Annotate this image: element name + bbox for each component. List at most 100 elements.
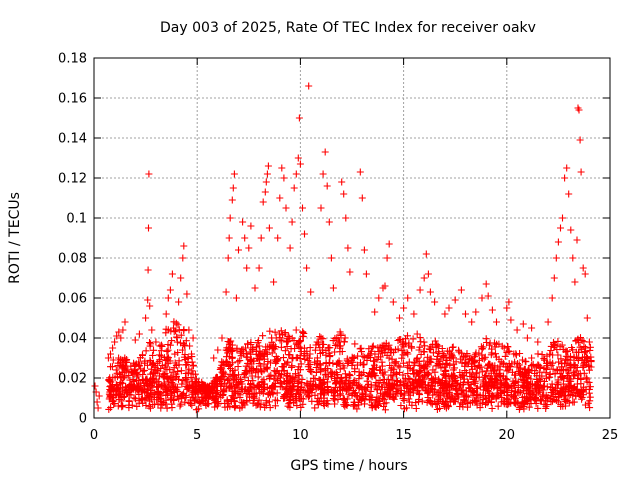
data-point: [157, 404, 165, 412]
data-point: [446, 361, 454, 369]
data-point: [298, 379, 306, 387]
data-point: [116, 390, 124, 398]
data-point: [491, 343, 499, 351]
data-point: [582, 344, 589, 352]
data-point: [582, 354, 590, 361]
data-point: [574, 355, 582, 363]
data-point: [293, 402, 301, 410]
data-point: [326, 352, 334, 359]
data-point: [229, 184, 237, 192]
data-point: [515, 388, 523, 396]
data-point: [243, 264, 251, 272]
data-point: [576, 389, 584, 397]
data-point: [135, 330, 143, 338]
data-point: [472, 385, 480, 392]
data-point: [296, 160, 304, 168]
data-point: [315, 376, 323, 384]
data-point: [385, 384, 393, 392]
data-point: [140, 366, 148, 374]
data-point: [472, 396, 480, 404]
data-point: [146, 392, 154, 400]
data-point: [389, 298, 397, 306]
data-point: [293, 376, 301, 384]
data-point: [160, 382, 168, 390]
data-point: [266, 404, 274, 412]
data-point: [167, 395, 175, 403]
data-point: [433, 406, 441, 413]
data-point: [482, 371, 490, 379]
data-point: [459, 353, 467, 361]
data-point: [247, 355, 255, 363]
data-point: [288, 355, 296, 363]
data-point: [248, 346, 256, 354]
data-point: [286, 403, 294, 411]
data-point: [485, 341, 493, 349]
data-point: [267, 371, 275, 379]
data-point: [268, 349, 276, 357]
data-point: [259, 332, 267, 340]
data-point: [271, 328, 279, 336]
data-point: [270, 383, 278, 391]
data-point: [189, 388, 197, 396]
data-point: [235, 246, 242, 254]
data-point: [426, 288, 434, 296]
data-point: [378, 383, 386, 391]
data-point: [292, 326, 300, 334]
data-point: [175, 298, 183, 306]
data-point: [472, 369, 480, 377]
data-point: [263, 383, 271, 391]
data-point: [242, 349, 250, 357]
data-point: [404, 350, 412, 358]
data-point: [297, 403, 305, 411]
data-point: [175, 395, 183, 403]
data-point: [241, 234, 249, 242]
data-point: [317, 394, 325, 402]
data-point: [421, 383, 429, 391]
data-point: [260, 352, 268, 360]
data-point: [436, 360, 444, 368]
data-point: [554, 238, 562, 246]
data-point: [279, 363, 287, 371]
data-point: [548, 380, 556, 388]
data-point: [329, 284, 337, 292]
data-point: [356, 372, 364, 379]
data-point: [370, 361, 378, 369]
data-point: [335, 336, 343, 344]
y-tick-label: 0.14: [58, 132, 87, 147]
data-point: [396, 363, 404, 371]
data-point: [515, 367, 523, 375]
data-point: [247, 339, 255, 346]
data-point: [546, 370, 554, 378]
data-point: [144, 385, 152, 393]
data-point: [295, 338, 303, 346]
data-point: [283, 335, 291, 343]
data-point: [484, 364, 492, 372]
data-point: [534, 378, 542, 386]
data-point: [319, 170, 327, 178]
data-point: [479, 386, 487, 394]
data-point: [131, 366, 138, 374]
data-point: [163, 387, 171, 395]
data-point: [171, 350, 179, 358]
data-point: [484, 382, 492, 389]
data-point: [145, 224, 152, 232]
data-point: [280, 367, 288, 375]
data-point: [94, 404, 102, 412]
data-point: [344, 244, 352, 252]
data-point: [295, 114, 303, 122]
data-point: [455, 348, 463, 356]
data-point: [125, 397, 133, 405]
data-point: [112, 366, 120, 374]
data-point: [415, 361, 423, 369]
data-point: [379, 378, 387, 386]
data-point: [570, 361, 578, 369]
data-point: [241, 367, 249, 374]
data-point: [495, 340, 503, 348]
data-point: [407, 343, 415, 351]
data-point: [277, 343, 285, 351]
data-point: [182, 337, 190, 345]
data-point: [403, 382, 411, 390]
data-point: [386, 362, 394, 369]
data-point: [390, 365, 398, 373]
data-point: [229, 347, 237, 355]
